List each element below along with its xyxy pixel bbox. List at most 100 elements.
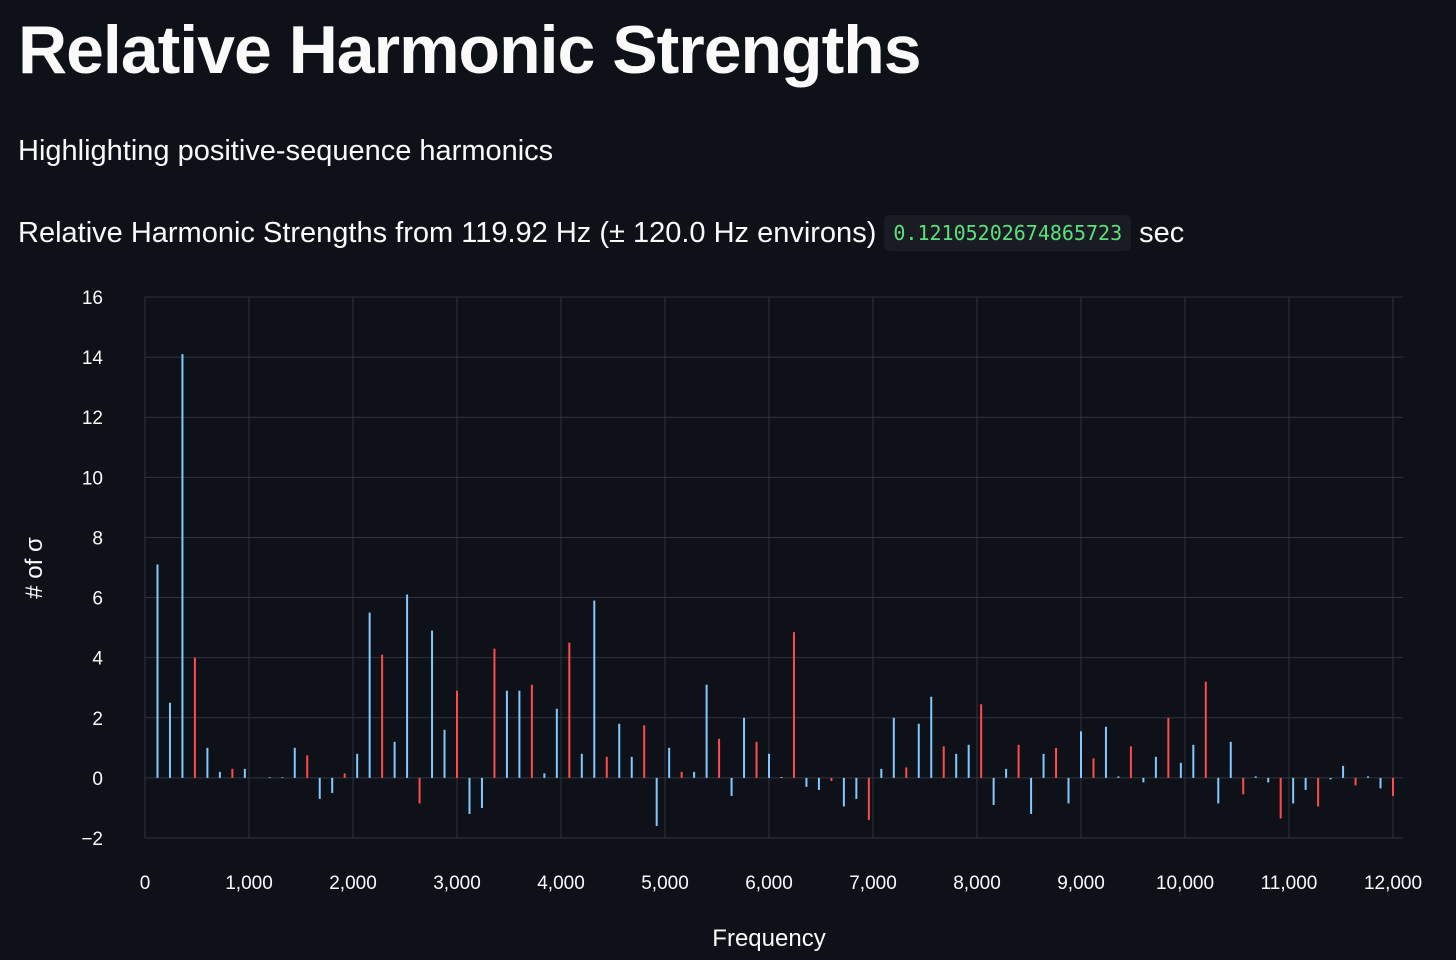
harmonic-bar[interactable] — [1142, 777, 1145, 783]
harmonic-bar[interactable] — [443, 729, 446, 778]
harmonic-bar[interactable] — [1254, 776, 1257, 778]
harmonic-bar[interactable] — [505, 690, 508, 778]
harmonic-bar[interactable] — [967, 744, 970, 778]
positive-sequence-bar[interactable] — [1055, 747, 1058, 778]
harmonic-bar[interactable] — [930, 696, 933, 778]
positive-sequence-bar[interactable] — [343, 773, 346, 778]
harmonic-bar[interactable] — [1367, 776, 1370, 778]
harmonic-bar[interactable] — [181, 354, 184, 778]
harmonic-bar[interactable] — [705, 684, 708, 778]
positive-sequence-bar[interactable] — [231, 768, 234, 778]
positive-sequence-bar[interactable] — [1017, 744, 1020, 778]
positive-sequence-bar[interactable] — [418, 777, 421, 804]
harmonic-bar[interactable] — [1342, 765, 1345, 778]
harmonic-bar[interactable] — [1217, 777, 1220, 804]
harmonic-bar[interactable] — [543, 773, 546, 778]
positive-sequence-bar[interactable] — [381, 654, 384, 778]
harmonic-bar[interactable] — [1104, 726, 1107, 778]
positive-sequence-bar[interactable] — [568, 642, 571, 778]
positive-sequence-bar[interactable] — [1354, 777, 1357, 786]
positive-sequence-bar[interactable] — [867, 777, 870, 820]
harmonic-bar[interactable] — [1067, 777, 1070, 804]
harmonic-bar[interactable] — [393, 741, 396, 778]
harmonic-bar[interactable] — [1192, 744, 1195, 778]
positive-sequence-bar[interactable] — [1092, 758, 1095, 778]
positive-sequence-bar[interactable] — [792, 632, 795, 778]
harmonic-bar[interactable] — [243, 768, 246, 778]
harmonic-bar[interactable] — [468, 777, 471, 814]
positive-sequence-bar[interactable] — [1392, 777, 1394, 796]
harmonic-bar[interactable] — [1267, 777, 1270, 783]
harmonic-bar[interactable] — [1329, 777, 1332, 780]
harmonic-bar[interactable] — [555, 708, 558, 778]
harmonic-bar[interactable] — [156, 564, 159, 778]
positive-sequence-bar[interactable] — [980, 704, 983, 778]
harmonic-bar[interactable] — [992, 777, 995, 805]
harmonic-bar[interactable] — [1042, 753, 1045, 778]
harmonic-bar[interactable] — [331, 777, 334, 793]
harmonic-bar[interactable] — [743, 717, 746, 778]
harmonic-bar[interactable] — [1030, 777, 1033, 814]
positive-sequence-bar[interactable] — [1242, 777, 1245, 795]
harmonic-bar[interactable] — [817, 777, 820, 790]
harmonic-bar[interactable] — [268, 777, 271, 779]
positive-sequence-bar[interactable] — [1167, 717, 1170, 778]
harmonic-bar[interactable] — [1229, 741, 1232, 778]
positive-sequence-bar[interactable] — [755, 741, 758, 778]
positive-sequence-bar[interactable] — [493, 648, 496, 778]
positive-sequence-bar[interactable] — [830, 777, 833, 781]
positive-sequence-bar[interactable] — [530, 684, 533, 778]
positive-sequence-bar[interactable] — [942, 746, 945, 778]
harmonic-bar[interactable] — [580, 753, 583, 778]
harmonic-bar[interactable] — [480, 777, 483, 808]
harmonic-bar[interactable] — [281, 777, 284, 779]
harmonic-bar[interactable] — [593, 600, 596, 778]
harmonic-bar[interactable] — [1304, 777, 1307, 790]
harmonic-bar[interactable] — [368, 612, 371, 778]
harmonic-bar[interactable] — [293, 747, 296, 778]
harmonic-bar[interactable] — [630, 756, 633, 778]
harmonic-bar[interactable] — [1080, 731, 1082, 778]
harmonic-bar[interactable] — [1179, 762, 1182, 778]
positive-sequence-bar[interactable] — [1204, 681, 1207, 778]
harmonic-bar[interactable] — [693, 771, 696, 778]
positive-sequence-bar[interactable] — [1317, 777, 1320, 807]
harmonic-bar[interactable] — [655, 777, 658, 826]
harmonic-bar[interactable] — [892, 717, 895, 778]
harmonic-bar[interactable] — [406, 594, 409, 778]
positive-sequence-bar[interactable] — [1279, 777, 1282, 819]
positive-sequence-bar[interactable] — [1129, 746, 1132, 778]
harmonic-bar[interactable] — [318, 777, 321, 799]
harmonic-bar[interactable] — [668, 747, 671, 778]
harmonic-bar[interactable] — [1379, 777, 1382, 789]
harmonic-bar[interactable] — [168, 702, 171, 778]
harmonic-bar[interactable] — [805, 777, 808, 787]
harmonic-bar[interactable] — [431, 630, 434, 778]
positive-sequence-bar[interactable] — [643, 725, 646, 778]
harmonic-bar[interactable] — [780, 776, 783, 778]
harmonic-bar[interactable] — [768, 753, 770, 778]
harmonic-bar[interactable] — [1154, 756, 1157, 778]
positive-sequence-bar[interactable] — [456, 690, 458, 778]
harmonic-bar[interactable] — [206, 747, 209, 778]
positive-sequence-bar[interactable] — [905, 767, 908, 778]
harmonic-bar[interactable] — [218, 771, 221, 778]
harmonic-bar[interactable] — [1117, 776, 1120, 778]
harmonic-bar[interactable] — [917, 723, 920, 778]
harmonic-bar[interactable] — [518, 690, 521, 778]
harmonic-bar[interactable] — [618, 723, 621, 778]
harmonic-bar[interactable] — [1005, 768, 1008, 778]
positive-sequence-bar[interactable] — [193, 657, 196, 778]
positive-sequence-bar[interactable] — [680, 771, 683, 778]
harmonic-bar[interactable] — [842, 777, 845, 807]
positive-sequence-bar[interactable] — [718, 738, 721, 778]
harmonic-bar[interactable] — [356, 753, 359, 778]
harmonic-bar[interactable] — [1292, 777, 1295, 804]
harmonic-bar[interactable] — [730, 777, 733, 796]
harmonic-bar-chart[interactable]: 0 1,000 2,000 3,000 4,000 5,000 6,000 7,000 8,00… — [0, 280, 1456, 960]
harmonic-bar[interactable] — [955, 753, 958, 778]
positive-sequence-bar[interactable] — [306, 755, 309, 778]
positive-sequence-bar[interactable] — [605, 756, 608, 778]
harmonic-bar[interactable] — [855, 777, 858, 799]
harmonic-bar[interactable] — [880, 768, 883, 778]
